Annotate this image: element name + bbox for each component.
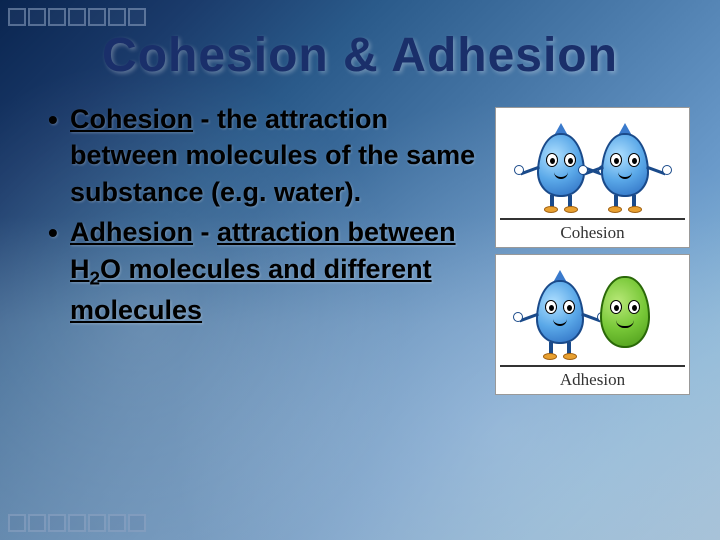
bullet-adhesion-mid: attraction between	[217, 217, 456, 247]
slide-title: Cohesion & Adhesion	[30, 28, 690, 83]
bullet-adhesion-tail: H2O molecules and different molecules	[70, 254, 432, 325]
illustration-column: Cohesion Ad	[495, 107, 690, 395]
water-drop-icon	[532, 125, 590, 203]
water-drop-icon	[531, 272, 589, 350]
content-row: Cohesion - the attraction between molecu…	[30, 101, 690, 395]
bullet-adhesion-dash: -	[193, 217, 217, 247]
term-cohesion: Cohesion	[70, 104, 193, 134]
term-adhesion: Adhesion	[70, 217, 193, 247]
slide: Cohesion & Adhesion Cohesion - the attra…	[0, 0, 720, 540]
cohesion-label: Cohesion	[500, 218, 685, 243]
cohesion-panel: Cohesion	[495, 107, 690, 248]
bullet-adhesion: Adhesion - attraction between H2O molecu…	[42, 214, 483, 328]
water-drop-icon	[596, 125, 654, 203]
adhesion-label: Adhesion	[500, 365, 685, 390]
bullet-cohesion: Cohesion - the attraction between molecu…	[42, 101, 483, 210]
adhesion-illustration	[500, 261, 685, 361]
text-column: Cohesion - the attraction between molecu…	[30, 101, 483, 332]
adhesion-panel: Adhesion	[495, 254, 690, 395]
leaf-icon	[595, 270, 655, 352]
cohesion-illustration	[500, 114, 685, 214]
